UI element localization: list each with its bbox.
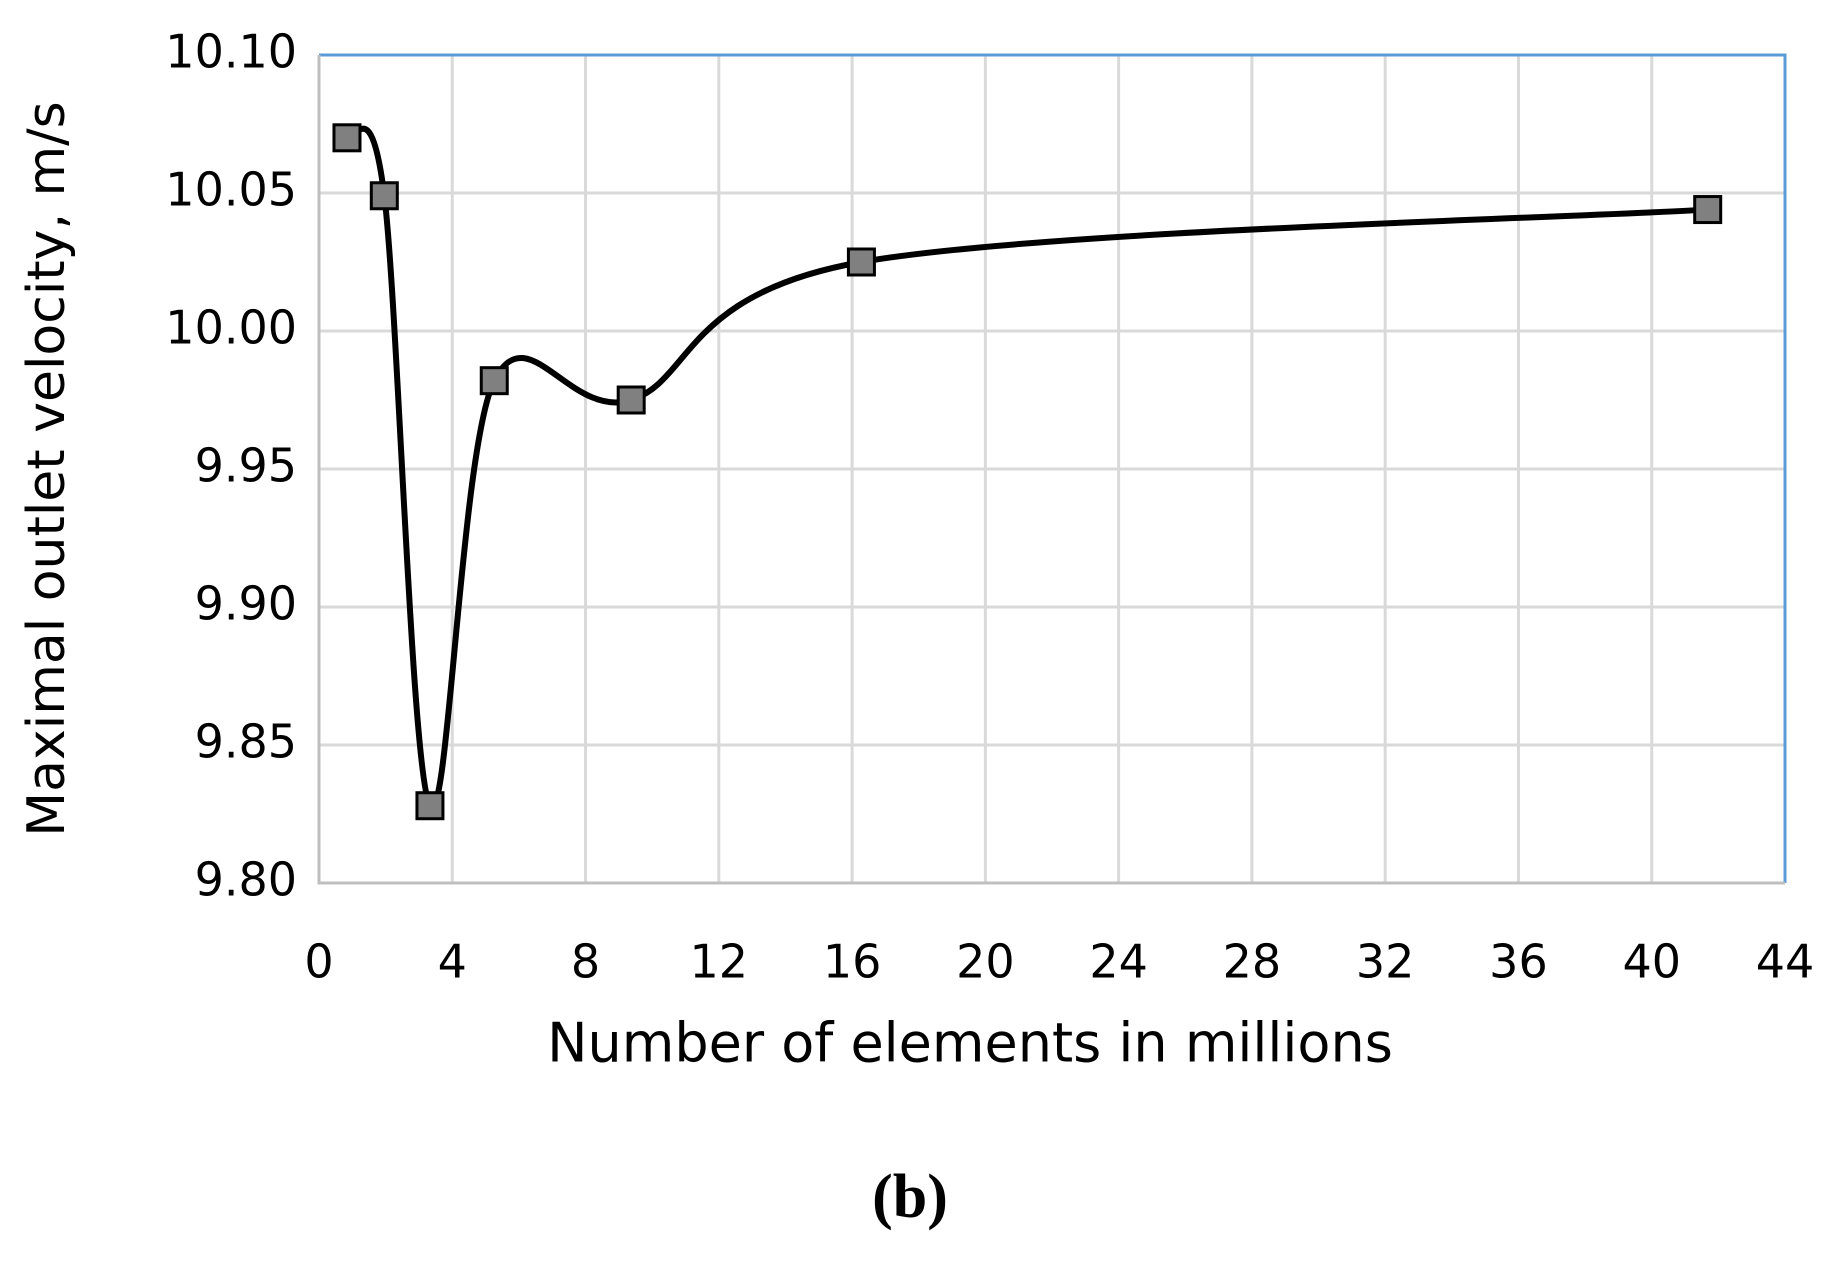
marker — [332, 123, 362, 153]
x-tick-label: 32 — [1356, 935, 1415, 989]
y-tick-label: 9.85 — [195, 715, 297, 769]
x-tick-label: 4 — [438, 935, 467, 989]
marker — [369, 181, 399, 211]
x-tick-label: 36 — [1489, 935, 1548, 989]
plot-border — [319, 53, 1787, 883]
x-tick-label: 20 — [956, 935, 1015, 989]
x-tick-label: 40 — [1622, 935, 1681, 989]
x-axis-title: Number of elements in millions — [547, 1012, 1393, 1075]
x-tick-label: 8 — [571, 935, 600, 989]
y-tick-label: 9.80 — [195, 853, 297, 907]
x-tick-label: 24 — [1089, 935, 1148, 989]
marker — [616, 385, 646, 415]
axis-line — [317, 55, 1785, 885]
y-tick-label: 10.00 — [165, 301, 297, 355]
x-tick-label: 44 — [1756, 935, 1815, 989]
x-tick-label: 28 — [1223, 935, 1282, 989]
y-axis-title: Maximal outlet velocity, m/s — [17, 101, 77, 837]
y-tick-label: 9.95 — [195, 439, 297, 493]
y-tick-label: 9.90 — [195, 577, 297, 631]
marker — [415, 791, 445, 821]
marker — [479, 366, 509, 396]
marker — [1693, 195, 1723, 225]
y-tick-label: 10.05 — [165, 163, 297, 217]
x-tick-label: 16 — [823, 935, 882, 989]
y-tick-label: 10.10 — [165, 25, 297, 79]
marker — [846, 247, 876, 277]
x-tick-label: 0 — [304, 935, 333, 989]
x-tick-label: 12 — [690, 935, 749, 989]
caption: (b) — [872, 1163, 948, 1231]
